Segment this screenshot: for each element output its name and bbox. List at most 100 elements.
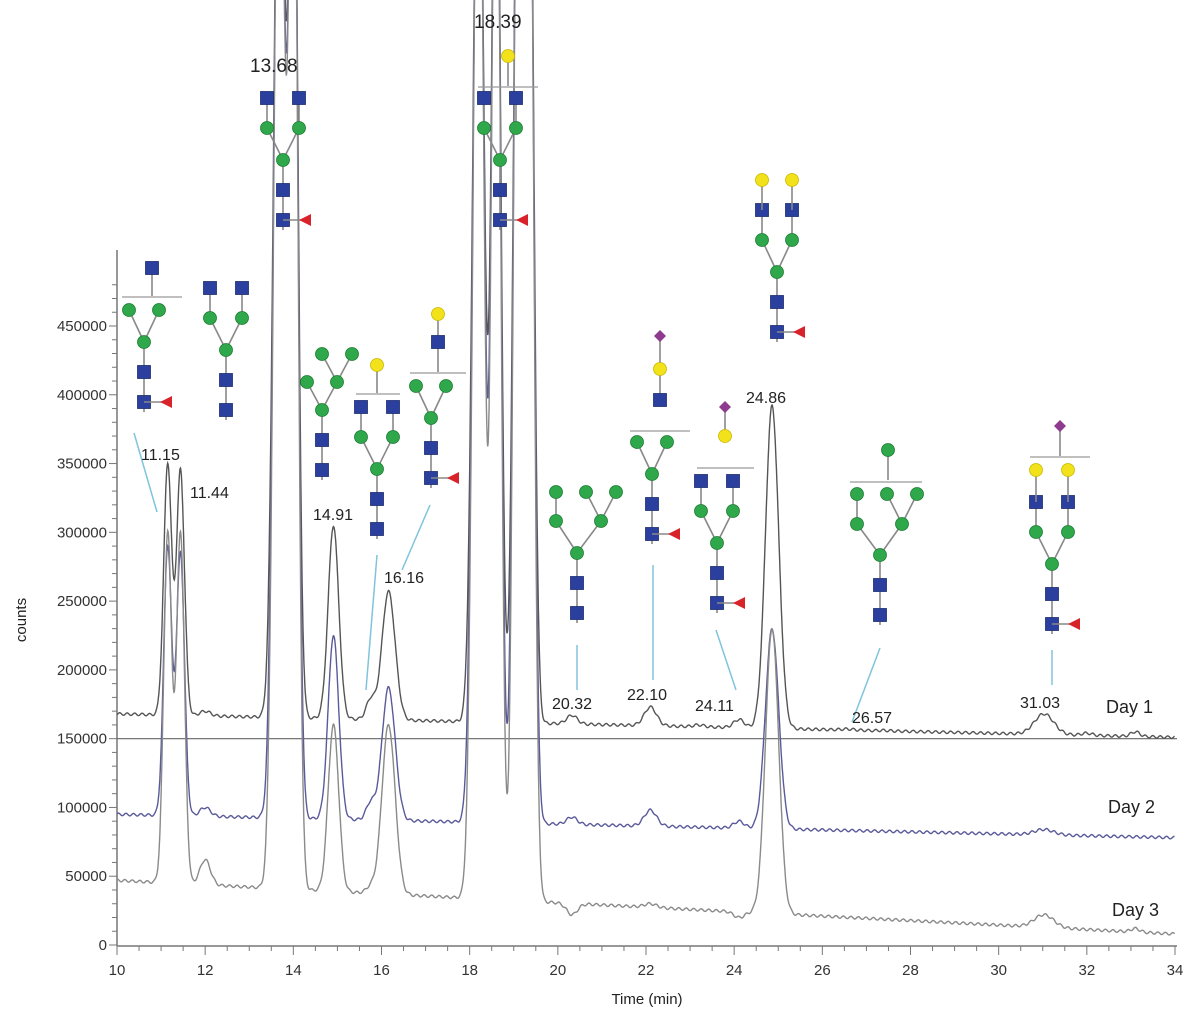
leader-line — [851, 647, 881, 723]
y-tick-label: 50000 — [65, 868, 107, 885]
mannose-circle-icon — [549, 485, 563, 499]
glcnac-square-icon — [493, 183, 507, 197]
glcnac-square-icon — [570, 576, 584, 590]
trace-day-3 — [117, 0, 1176, 936]
x-tick-label: 32 — [1078, 962, 1095, 979]
glycan-24-11 — [694, 401, 754, 613]
glcnac-square-icon — [424, 441, 438, 455]
glcnac-square-icon — [873, 578, 887, 592]
mannose-circle-icon — [219, 343, 233, 357]
x-tick-label: 34 — [1167, 962, 1184, 979]
glycan-14-91 — [300, 347, 359, 480]
mannose-circle-icon — [330, 375, 344, 389]
galactose-circle-icon — [653, 362, 667, 376]
glcnac-square-icon — [235, 281, 249, 295]
mannose-circle-icon — [122, 303, 136, 317]
peak-label: 24.11 — [695, 698, 734, 715]
mannose-circle-icon — [850, 517, 864, 531]
glcnac-square-icon — [354, 400, 368, 414]
glcnac-square-icon — [292, 91, 306, 105]
mannose-circle-icon — [645, 467, 659, 481]
mannose-circle-icon — [873, 548, 887, 562]
mannose-circle-icon — [292, 121, 306, 135]
sialic-acid-diamond-icon — [1054, 420, 1066, 432]
galactose-circle-icon — [370, 358, 384, 372]
glcnac-square-icon — [726, 474, 740, 488]
glcnac-square-icon — [386, 400, 400, 414]
galactose-circle-icon — [501, 49, 515, 63]
galactose-circle-icon — [755, 173, 769, 187]
leader-line — [401, 504, 431, 571]
y-axis-title: counts — [13, 598, 30, 642]
x-tick-label: 10 — [109, 962, 126, 979]
fucose-triangle-icon — [516, 214, 528, 226]
x-tick-label: 12 — [197, 962, 214, 979]
glcnac-square-icon — [219, 373, 233, 387]
peak-label: 13.68 — [250, 56, 298, 77]
mannose-circle-icon — [881, 443, 895, 457]
y-tick-label: 400000 — [57, 387, 107, 404]
glycan-24-86 — [755, 173, 805, 342]
peak-label: 18.39 — [474, 12, 522, 33]
y-tick-label: 200000 — [57, 662, 107, 679]
trace-day-1 — [117, 0, 1175, 740]
glcnac-square-icon — [431, 335, 445, 349]
legend-day-1: Day 1 — [1106, 697, 1153, 717]
fucose-triangle-icon — [160, 396, 172, 408]
mannose-circle-icon — [1045, 557, 1059, 571]
fucose-triangle-icon — [733, 597, 745, 609]
galactose-circle-icon — [431, 307, 445, 321]
mannose-circle-icon — [477, 121, 491, 135]
y-tick-label: 350000 — [57, 456, 107, 473]
mannose-circle-icon — [409, 379, 423, 393]
mannose-circle-icon — [276, 153, 290, 167]
peak-label: 26.57 — [852, 710, 892, 727]
glcnac-square-icon — [145, 261, 159, 275]
mannose-circle-icon — [439, 379, 453, 393]
mannose-circle-icon — [1061, 525, 1075, 539]
mannose-circle-icon — [609, 485, 623, 499]
mannose-circle-icon — [1029, 525, 1043, 539]
mannose-circle-icon — [755, 233, 769, 247]
y-axis-ticks: 0 50000 100000 150000 200000 250000 300000 3500… — [57, 284, 117, 954]
mannose-circle-icon — [549, 514, 563, 528]
peak-label: 16.16 — [384, 570, 424, 587]
glcnac-square-icon — [315, 463, 329, 477]
leader-line — [133, 432, 158, 513]
x-tick-label: 30 — [990, 962, 1007, 979]
fucose-triangle-icon — [793, 326, 805, 338]
glycan-13-68 — [260, 91, 311, 230]
peak-label: 11.44 — [190, 485, 229, 502]
mannose-circle-icon — [785, 233, 799, 247]
x-tick-label: 14 — [285, 962, 302, 979]
x-tick-label: 22 — [638, 962, 655, 979]
y-tick-label: 300000 — [57, 524, 107, 541]
glycan-15-70 — [354, 358, 400, 539]
leader-line — [715, 629, 737, 691]
y-tick-label: 100000 — [57, 799, 107, 816]
fucose-triangle-icon — [299, 214, 311, 226]
x-axis-title: Time (min) — [611, 991, 682, 1008]
glycan-31-03 — [1029, 420, 1090, 634]
mannose-circle-icon — [660, 435, 674, 449]
glcnac-square-icon — [219, 403, 233, 417]
x-tick-label: 26 — [814, 962, 831, 979]
fucose-triangle-icon — [668, 528, 680, 540]
galactose-circle-icon — [785, 173, 799, 187]
mannose-circle-icon — [152, 303, 166, 317]
trace-day-2 — [117, 0, 1175, 840]
glcnac-square-icon — [770, 295, 784, 309]
glycan-16-16 — [409, 307, 466, 488]
mannose-circle-icon — [354, 430, 368, 444]
glcnac-square-icon — [653, 393, 667, 407]
y-tick-label: 250000 — [57, 593, 107, 610]
traces — [117, 0, 1176, 936]
glcnac-square-icon — [1045, 587, 1059, 601]
peak-label: 31.03 — [1020, 695, 1060, 712]
glycan-22-10 — [630, 330, 690, 544]
mannose-circle-icon — [630, 435, 644, 449]
mannose-circle-icon — [300, 375, 314, 389]
mannose-circle-icon — [770, 265, 784, 279]
mannose-circle-icon — [315, 403, 329, 417]
